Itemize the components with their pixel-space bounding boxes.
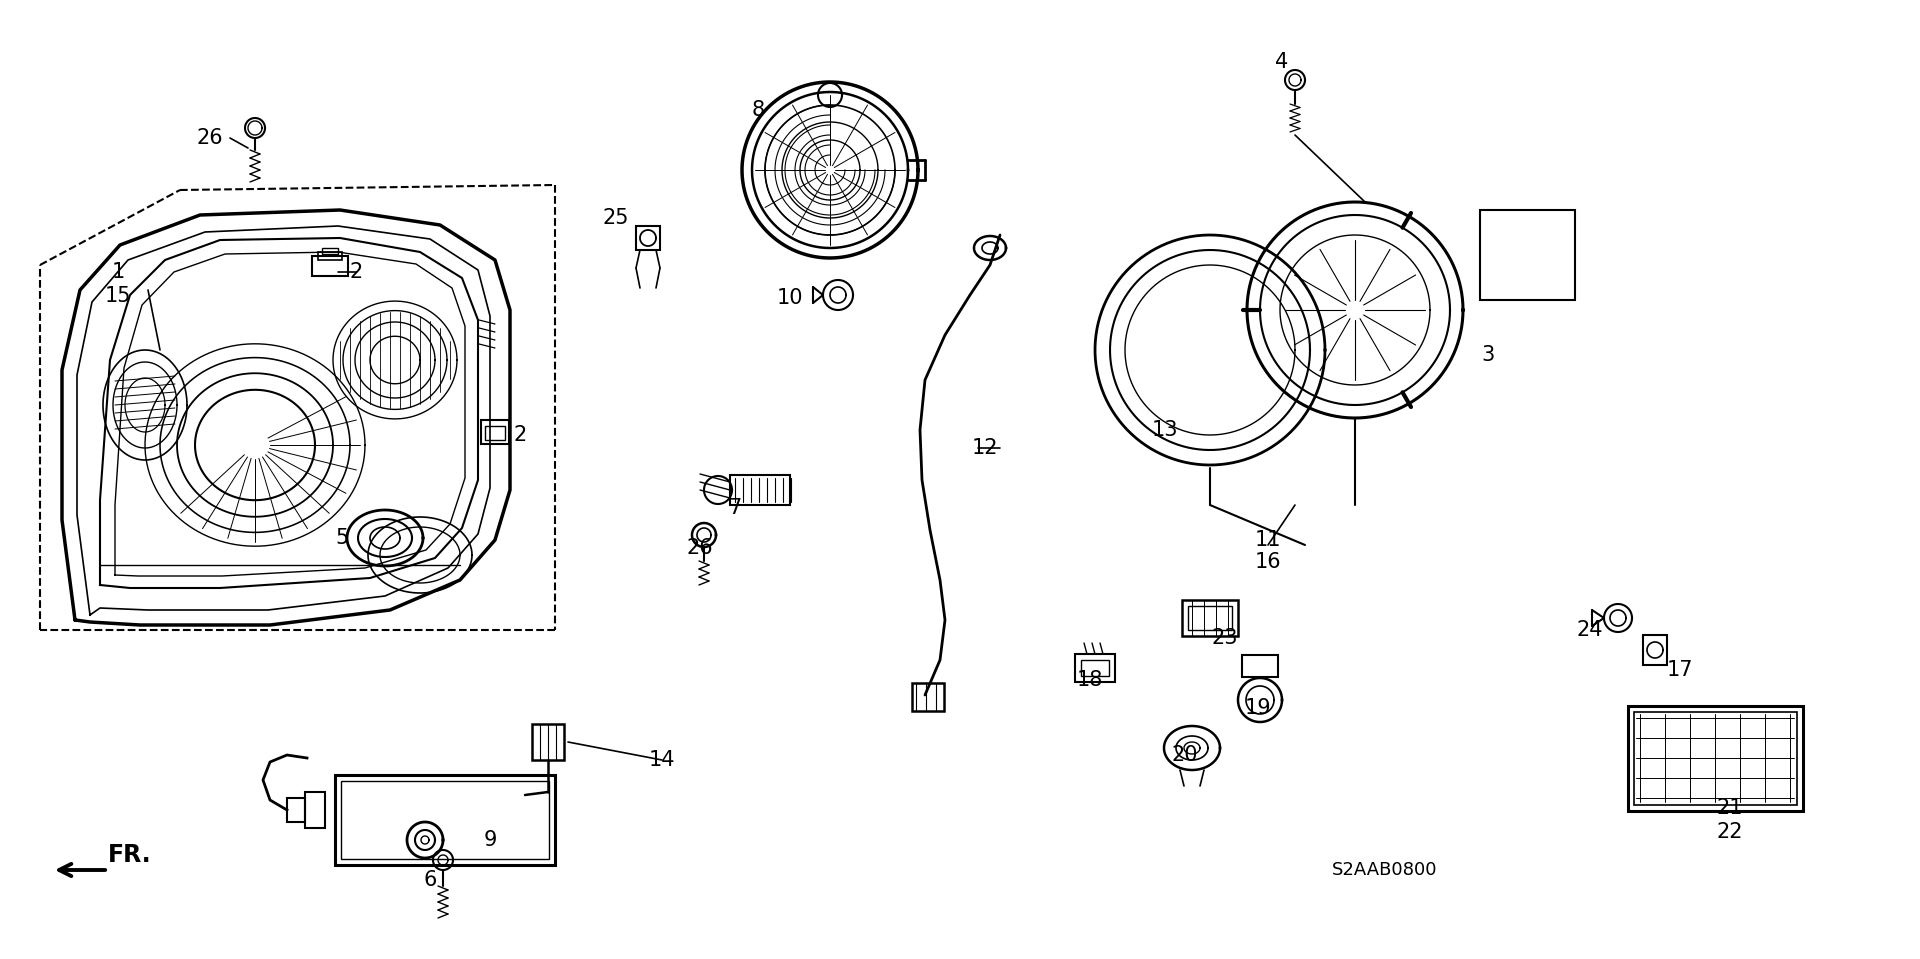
Bar (323, 248, 338, 254)
Text: 26: 26 (687, 538, 714, 558)
Text: 10: 10 (778, 288, 803, 308)
Bar (730, 475, 789, 505)
Text: 18: 18 (1077, 670, 1104, 690)
Bar (912, 683, 945, 711)
Bar (1081, 660, 1110, 676)
Bar (1183, 600, 1238, 636)
Text: 6: 6 (422, 870, 436, 890)
Bar (319, 252, 342, 260)
Bar (1242, 655, 1279, 677)
Bar (636, 226, 660, 250)
Text: 4: 4 (1275, 52, 1288, 72)
Bar (334, 775, 555, 865)
Bar (286, 798, 305, 822)
Text: S2AAB0800: S2AAB0800 (1332, 861, 1438, 879)
Text: 14: 14 (649, 750, 676, 770)
Text: 7: 7 (728, 498, 741, 518)
Bar (482, 420, 509, 444)
Text: 5: 5 (336, 528, 349, 548)
Text: 2: 2 (513, 425, 526, 445)
Text: 26: 26 (196, 128, 223, 148)
Text: 20: 20 (1171, 745, 1198, 765)
Bar (1188, 606, 1233, 630)
Text: 23: 23 (1212, 628, 1238, 648)
Text: 9: 9 (484, 830, 497, 850)
Text: 24: 24 (1576, 620, 1603, 640)
Bar (311, 256, 348, 276)
Bar (1480, 210, 1574, 300)
Text: 12: 12 (972, 438, 998, 458)
Text: 8: 8 (751, 100, 764, 120)
Text: 21: 21 (1716, 798, 1743, 818)
Text: 22: 22 (1716, 822, 1743, 842)
Text: 2: 2 (349, 262, 363, 282)
Bar (1644, 635, 1667, 665)
Bar (1628, 706, 1803, 811)
Bar (305, 792, 324, 828)
Text: 13: 13 (1152, 420, 1179, 440)
Bar (486, 426, 505, 440)
Text: 25: 25 (603, 208, 630, 228)
Text: 11: 11 (1256, 530, 1281, 550)
Text: FR.: FR. (108, 843, 152, 867)
Text: 1: 1 (111, 262, 125, 282)
Bar (1075, 654, 1116, 682)
Text: 17: 17 (1667, 660, 1693, 680)
Text: 3: 3 (1482, 345, 1494, 365)
Bar (532, 724, 564, 760)
Text: 15: 15 (106, 286, 131, 306)
Bar (1634, 712, 1797, 805)
Bar (342, 781, 549, 859)
Text: 19: 19 (1244, 698, 1271, 718)
Text: 16: 16 (1254, 552, 1281, 572)
